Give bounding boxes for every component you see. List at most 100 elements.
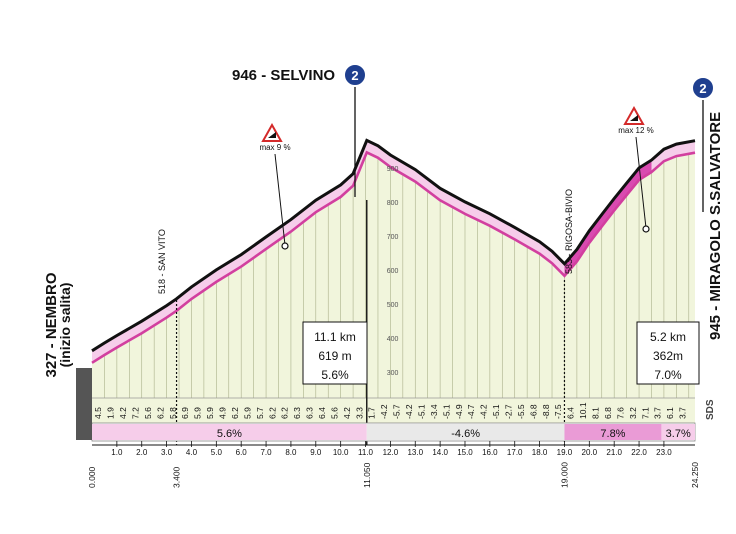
rigosa-label: 583 - RIGOSA-BIVIO (564, 189, 574, 274)
max1-label: max 9 % (259, 143, 290, 152)
km-tick-label: 21.0 (606, 448, 622, 457)
altitude-label: 300 (387, 370, 399, 377)
altitude-labels: 300 400 500 600 700 800 900 (387, 166, 399, 377)
gradient-label: 6.2 (267, 407, 277, 419)
profile-fill (92, 152, 695, 423)
gradient-label: -5.1 (417, 404, 427, 419)
gradient-label: -5.7 (392, 404, 402, 419)
sds-logo-text: SDS (705, 399, 716, 420)
segment-label: -4.6% (451, 428, 480, 440)
gradient-label: 1.9 (106, 407, 116, 419)
km-tick-label: 7.0 (260, 448, 272, 457)
segment-fill (661, 424, 695, 440)
gradient-label: -5.1 (491, 404, 501, 419)
steep-gradient-warning-icon (261, 122, 283, 142)
altitude-label: 700 (387, 234, 399, 241)
gradient-label: 1.7 (367, 407, 377, 419)
san-vito-label: 518 - SAN VITO (157, 229, 167, 294)
km-marker-label: 3.400 (172, 466, 182, 488)
gpm-category-2-icon: 2 (691, 76, 715, 100)
gradient-label: 6.2 (280, 407, 290, 419)
gradient-label: 6.4 (317, 407, 327, 419)
km-tick-label: 4.0 (186, 448, 198, 457)
km-tick-label: 17.0 (507, 448, 523, 457)
km-tick-label: 15.0 (457, 448, 473, 457)
segment-label: 5.6% (217, 428, 242, 440)
gpm-badge-2: 2 (699, 81, 706, 96)
max1-dot (281, 242, 289, 250)
gradient-label: 10.1 (578, 402, 588, 419)
gradient-label: -4.2 (404, 404, 414, 419)
gradient-label: -6.8 (528, 404, 538, 419)
gradient-label: 3.7 (653, 407, 663, 419)
gradient-label: -4.2 (479, 404, 489, 419)
segment-fill (92, 424, 367, 440)
stats-box-2-m: 362m (653, 349, 683, 363)
gradient-label: 5.6 (143, 407, 153, 419)
km-tick-label: 2.0 (136, 448, 148, 457)
km-tick-label: 11.0 (358, 448, 374, 457)
km-tick-label: 16.0 (482, 448, 498, 457)
km-tick-label: 10.0 (333, 448, 349, 457)
altitude-label: 800 (387, 200, 399, 207)
segment-label: 3.7% (666, 428, 691, 440)
gradient-label: 6.2 (230, 407, 240, 419)
segment-label: 7.8% (600, 428, 625, 440)
km-marker-label: 24.250 (690, 462, 700, 488)
stats-box-1: 11.1 km 619 m 5.6% (302, 321, 368, 385)
altitude-label: 400 (387, 336, 399, 343)
km-tick-label: 12.0 (383, 448, 399, 457)
summit1-label: 946 - SELVINO (232, 67, 335, 84)
stats-box-1-pct: 5.6% (321, 368, 349, 382)
km-tick-label: 3.0 (161, 448, 173, 457)
km-marker-label: 0.000 (87, 466, 97, 488)
stats-box-2-km: 5.2 km (650, 330, 686, 344)
altitude-label: 500 (387, 302, 399, 309)
gradient-label: 6.3 (292, 407, 302, 419)
gradient-label: 7.6 (615, 407, 625, 419)
stats-box-2-pct: 7.0% (654, 368, 682, 382)
km-marker-label: 19.000 (560, 462, 570, 488)
profile-area (92, 140, 695, 423)
gradient-label: 5.9 (242, 407, 252, 419)
gradient-label: 7.1 (640, 407, 650, 419)
gradient-label: 4.2 (118, 407, 128, 419)
sds-logo-icon: SDS (705, 399, 716, 420)
max2-dot (642, 225, 650, 233)
gradient-label: -4.2 (379, 404, 389, 419)
gradient-label: -5.5 (516, 404, 526, 419)
max2-pointer (635, 136, 647, 229)
stats-box-1-km: 11.1 km (314, 330, 356, 344)
gradient-label: 7.2 (131, 407, 141, 419)
km-tick-label: 8.0 (285, 448, 297, 457)
start-sublabel: (inizio salita) (57, 283, 73, 368)
gradient-segment-bar: 5.6% -4.6% 7.8% 3.7% (91, 422, 696, 442)
gradient-label: 8.1 (591, 407, 601, 419)
gradient-label: 3.7 (678, 407, 688, 419)
gradient-label: 4.2 (342, 407, 352, 419)
gradient-label: 3.2 (628, 407, 638, 419)
km-tick-label: 19.0 (557, 448, 573, 457)
km-marker-label: 11.050 (362, 462, 372, 488)
gradient-label: 5.9 (193, 407, 203, 419)
km-tick-label: 22.0 (631, 448, 647, 457)
start-post (76, 368, 92, 440)
km-tick-label: 6.0 (236, 448, 248, 457)
gradient-labels: 4.5 1.9 4.2 7.2 5.6 6.2 5.8 6.9 5.9 5.9 4.9 6.2 5.9 5… (93, 402, 687, 419)
start-label-group: 327 - NEMBRO (inizio salita) (43, 272, 73, 377)
km-tick-label: 23.0 (656, 448, 672, 457)
km-markers: 0.000 3.400 11.050 19.000 24.250 (87, 462, 700, 488)
km-tick-label: 20.0 (582, 448, 598, 457)
km-tick-label: 14.0 (432, 448, 448, 457)
gradient-label: 5.8 (168, 407, 178, 419)
summit2-label: 945 - MIRAGOLO S.SALVATORE (707, 112, 724, 340)
max2-label: max 12 % (618, 126, 654, 135)
gradient-label: 5.9 (205, 407, 215, 419)
gradient-label: 5.6 (329, 407, 339, 419)
km-tick-label: 13.0 (407, 448, 423, 457)
km-tick-label: 5.0 (211, 448, 223, 457)
profile-line (91, 150, 696, 364)
max1-pointer (274, 153, 286, 246)
altitude-label: 600 (387, 268, 399, 275)
altitude-label: 900 (387, 166, 399, 173)
